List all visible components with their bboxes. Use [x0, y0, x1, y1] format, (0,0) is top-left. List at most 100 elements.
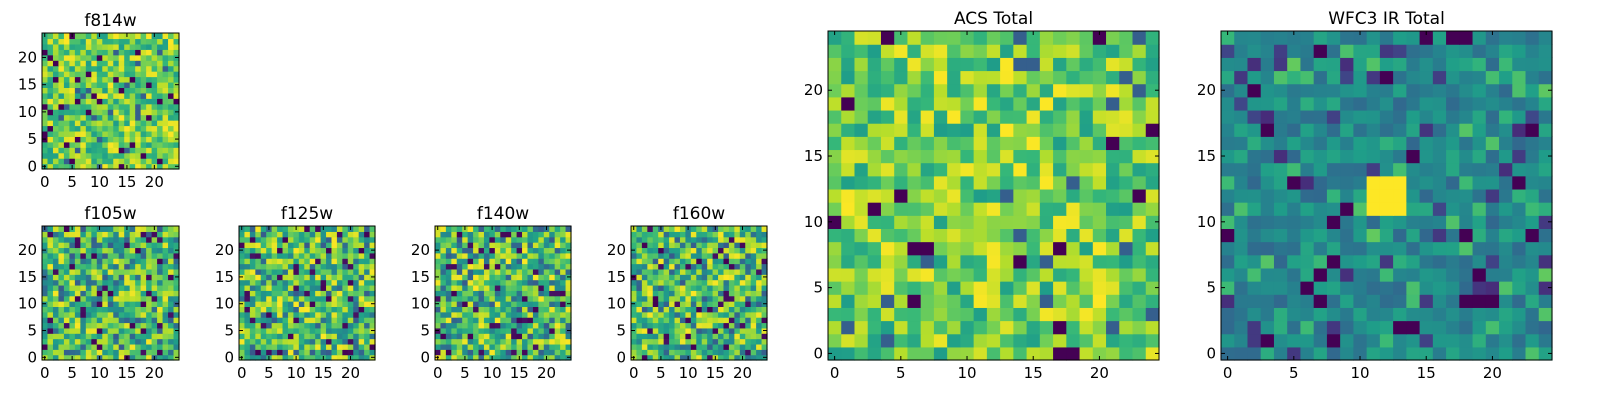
heatmap-cell [641, 301, 648, 307]
heatmap-cell [47, 71, 54, 78]
heatmap-cell [271, 263, 278, 270]
heatmap-cell [42, 103, 49, 110]
heatmap-cell [560, 290, 567, 297]
heatmap-cell [1353, 44, 1368, 58]
heatmap-cell [745, 354, 752, 361]
heatmap-cell [135, 231, 142, 238]
heatmap-cell [282, 333, 289, 340]
heatmap-cell [750, 327, 757, 334]
heatmap-cell [358, 343, 365, 350]
heatmap-cell [52, 349, 60, 356]
heatmap-cell [560, 343, 567, 350]
heatmap-cell [663, 284, 670, 291]
heatmap-cell [1132, 281, 1147, 295]
heatmap-cell [723, 343, 730, 350]
heatmap-cell [565, 236, 572, 243]
heatmap-cell [52, 327, 60, 334]
heatmap-cell [973, 57, 988, 72]
heatmap-cell [1525, 241, 1540, 256]
heatmap-cell [867, 70, 882, 85]
heatmap-cell [734, 333, 741, 340]
heatmap-cell [151, 158, 158, 165]
heatmap-cell [91, 125, 98, 132]
heatmap-cell [894, 281, 909, 295]
heatmap-cell [933, 149, 948, 164]
heatmap-cell [140, 81, 147, 88]
heatmap-cell [1366, 267, 1381, 282]
x-tick-label: 20 [1483, 364, 1502, 382]
heatmap-cell [1260, 175, 1275, 190]
heatmap-cell [947, 162, 961, 177]
heatmap-cell [761, 231, 768, 238]
heatmap-cell [445, 268, 452, 275]
heatmap-cell [326, 354, 333, 361]
heatmap-cell [723, 231, 730, 238]
heatmap-cell [124, 114, 131, 121]
heatmap-cell [52, 114, 60, 121]
heatmap-cell [146, 158, 153, 165]
heatmap-cell [173, 317, 180, 324]
heatmap-cell [331, 338, 338, 345]
heatmap-cell [451, 268, 458, 275]
heatmap-cell [173, 60, 180, 67]
heatmap-cell [745, 301, 752, 307]
heatmap-cell [1092, 162, 1107, 177]
heatmap-cell [69, 43, 76, 50]
heatmap-cell [69, 152, 76, 159]
heatmap-cell [1053, 44, 1067, 58]
heatmap-cell [880, 215, 895, 229]
heatmap-cell [756, 354, 763, 361]
heatmap-cell [96, 258, 103, 265]
heatmap-cell [467, 231, 474, 238]
heatmap-cell [1472, 281, 1487, 295]
heatmap-cell [151, 87, 158, 94]
heatmap-cell [58, 311, 65, 318]
heatmap-cell [1234, 31, 1249, 45]
heatmap-cell [560, 274, 567, 281]
heatmap-cell [107, 349, 114, 356]
heatmap-cell [353, 263, 360, 270]
heatmap-cell [707, 301, 714, 307]
heatmap-cell [854, 333, 869, 348]
heatmap-cell [960, 281, 975, 295]
heatmap-cell [1485, 228, 1500, 243]
heatmap-cell [1000, 333, 1014, 348]
heatmap-cell [157, 163, 164, 170]
heatmap-cell [74, 65, 81, 72]
heatmap-cell [1273, 162, 1288, 177]
heatmap-cell [435, 242, 442, 249]
heatmap-cell [707, 311, 714, 318]
heatmap-cell [69, 306, 76, 313]
heatmap-cell [146, 338, 153, 345]
heatmap-cell [679, 317, 686, 324]
heatmap-cell [277, 274, 284, 281]
heatmap-cell [135, 252, 142, 259]
heatmap-cell [129, 231, 136, 238]
heatmap-cell [718, 322, 725, 329]
heatmap-cell [1000, 241, 1014, 256]
heatmap-cell [1432, 31, 1447, 45]
heatmap-cell [293, 236, 300, 243]
heatmap-cell [636, 295, 643, 302]
heatmap-cell [483, 295, 490, 302]
heatmap-cell [80, 81, 87, 88]
heatmap-cell [854, 188, 869, 203]
heatmap-cell [173, 141, 180, 148]
heatmap-cell [129, 301, 136, 307]
heatmap-cell [255, 268, 262, 275]
heatmap-cell [532, 279, 539, 286]
heatmap-cell [63, 311, 70, 318]
heatmap-cell [331, 306, 338, 313]
heatmap-cell [549, 279, 556, 286]
heatmap-cell [146, 258, 153, 265]
heatmap-cell [353, 279, 360, 286]
heatmap-cell [679, 333, 686, 340]
heatmap-cell [483, 333, 490, 340]
heatmap-cell [1538, 254, 1553, 269]
heatmap-cell [696, 226, 703, 232]
heatmap-cell [1013, 294, 1028, 308]
heatmap-cell [1379, 83, 1394, 98]
heatmap-cell [728, 242, 735, 249]
heatmap-cell [1512, 109, 1527, 124]
heatmap-cell [1092, 333, 1107, 348]
